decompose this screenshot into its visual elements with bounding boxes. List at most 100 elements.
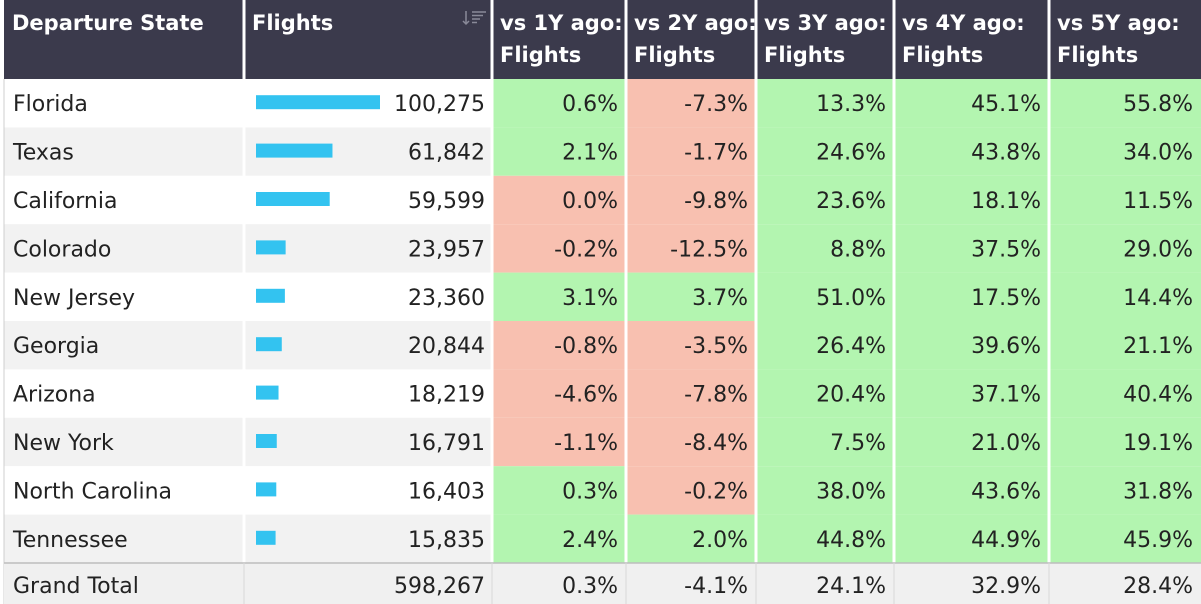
table-row[interactable]: New Jersey 23,360 3.1% 3.7% 51.0% 17.5% 14.4% [4, 272, 1201, 321]
table-row[interactable]: Georgia 20,844 -0.8% -3.5% 26.4% 39.6% 21.1% [4, 321, 1201, 370]
vs-value: 20.4% [816, 383, 886, 408]
vs-value: 0.6% [562, 92, 618, 117]
state-label: California [13, 189, 117, 214]
vs-value: 19.1% [1123, 431, 1193, 456]
vs-value: -12.5% [670, 237, 748, 262]
vs-value: 2.4% [562, 528, 618, 553]
vs-cell [894, 369, 1049, 418]
row-background [4, 272, 492, 321]
vs-value: 21.0% [971, 431, 1041, 456]
flights-value: 16,403 [408, 479, 485, 504]
flights-bar [256, 143, 333, 158]
vs-cell [626, 369, 756, 418]
vs-cell [756, 175, 894, 225]
header-cell[interactable] [626, 0, 756, 79]
vs-cell [756, 466, 894, 515]
state-label: Arizona [13, 383, 96, 408]
flights-bar [256, 192, 330, 206]
header-cell[interactable] [492, 0, 626, 79]
header-cell[interactable] [756, 0, 894, 79]
vs-value: 29.0% [1123, 237, 1193, 262]
vs-cell [492, 466, 626, 515]
vs-cell [1049, 127, 1201, 176]
vs-cell [626, 466, 756, 515]
vs-value: 3.7% [692, 286, 748, 311]
header-flights-label: Flights [252, 11, 333, 35]
vs-cell [1049, 272, 1201, 321]
vs-value: 18.1% [971, 189, 1041, 214]
vs-value: -0.2% [554, 237, 618, 262]
table-row[interactable]: Florida 100,275 0.6% -7.3% 13.3% 45.1% 55.8% [4, 79, 1201, 128]
header-vs-3y-label: Flights [764, 43, 845, 67]
state-label: New Jersey [13, 286, 135, 311]
vs-cell [894, 272, 1049, 321]
vs-cell [492, 79, 626, 128]
vs-cell [492, 272, 626, 321]
vs-value: 38.0% [816, 479, 886, 504]
vs-value: 37.5% [971, 237, 1041, 262]
header-cell[interactable] [244, 0, 492, 79]
vs-cell [1049, 79, 1201, 128]
header-cell[interactable] [894, 0, 1049, 79]
total-background [4, 563, 1201, 604]
vs-value: 34.0% [1123, 141, 1193, 166]
vs-cell [492, 417, 626, 467]
vs-cell [894, 514, 1049, 563]
grand-total-vs: 0.3% [562, 574, 618, 599]
row-background [4, 466, 492, 515]
vs-value: -4.6% [554, 383, 618, 408]
table-row[interactable]: New York 16,791 -1.1% -8.4% 7.5% 21.0% 19.1% [4, 417, 1201, 467]
vs-value: 2.0% [692, 528, 748, 553]
vs-value: 31.8% [1123, 479, 1193, 504]
header-vs-2y-label: vs 2Y ago: [634, 11, 757, 35]
grand-total-row[interactable]: Grand Total 598,267 0.3% -4.1% 24.1% 32.9% 28.… [4, 562, 1201, 604]
vs-value: -8.4% [684, 431, 748, 456]
table-row[interactable]: Texas 61,842 2.1% -1.7% 24.6% 43.8% 34.0% [4, 127, 1201, 176]
row-background [4, 127, 492, 176]
flights-value: 61,842 [408, 141, 485, 166]
vs-value: 23.6% [816, 189, 886, 214]
header-departure-state-label: Departure State [12, 11, 204, 35]
vs-value: 26.4% [816, 334, 886, 359]
flights-value: 16,791 [408, 431, 485, 456]
row-background [4, 369, 492, 418]
flights-value: 18,219 [408, 383, 485, 408]
header-vs-5y-label: Flights [1057, 43, 1138, 67]
state-label: Tennessee [12, 528, 128, 553]
vs-value: -1.1% [554, 431, 618, 456]
vs-value: 17.5% [971, 286, 1041, 311]
vs-cell [756, 127, 894, 176]
grand-total-flights: 598,267 [394, 574, 485, 599]
vs-cell [492, 127, 626, 176]
grand-total-vs: 24.1% [816, 574, 886, 599]
vs-cell [756, 514, 894, 563]
header-cell[interactable] [4, 0, 244, 79]
vs-value: 13.3% [816, 92, 886, 117]
table-row[interactable]: Arizona 18,219 -4.6% -7.8% 20.4% 37.1% 40.4% [4, 369, 1201, 418]
state-label: North Carolina [13, 479, 172, 504]
vs-cell [756, 272, 894, 321]
vs-cell [492, 175, 626, 225]
vs-cell [1049, 321, 1201, 370]
vs-cell [626, 514, 756, 563]
vs-cell [894, 466, 1049, 515]
table-row[interactable]: North Carolina 16,403 0.3% -0.2% 38.0% 43.6% 3… [4, 466, 1201, 515]
vs-value: 43.8% [971, 141, 1041, 166]
flights-value: 23,957 [408, 237, 485, 262]
table-row[interactable]: Colorado 23,957 -0.2% -12.5% 8.8% 37.5% 29.0% [4, 224, 1201, 273]
flights-value: 59,599 [408, 189, 485, 214]
row-background [4, 321, 492, 370]
vs-value: 2.1% [562, 141, 618, 166]
vs-value: -0.8% [554, 334, 618, 359]
table-row[interactable]: Tennessee 15,835 2.4% 2.0% 44.8% 44.9% 45.9% [4, 514, 1201, 563]
grand-total-vs: 28.4% [1123, 574, 1193, 599]
state-label: New York [13, 431, 114, 456]
table-row[interactable]: California 59,599 0.0% -9.8% 23.6% 18.1% 11.5% [4, 175, 1201, 225]
sort-descending-icon[interactable] [462, 11, 486, 26]
vs-value: 45.1% [971, 92, 1041, 117]
header-cell[interactable] [1049, 0, 1201, 79]
vs-value: 7.5% [830, 431, 886, 456]
vs-cell [626, 175, 756, 225]
vs-cell [894, 224, 1049, 273]
row-background [4, 417, 492, 467]
